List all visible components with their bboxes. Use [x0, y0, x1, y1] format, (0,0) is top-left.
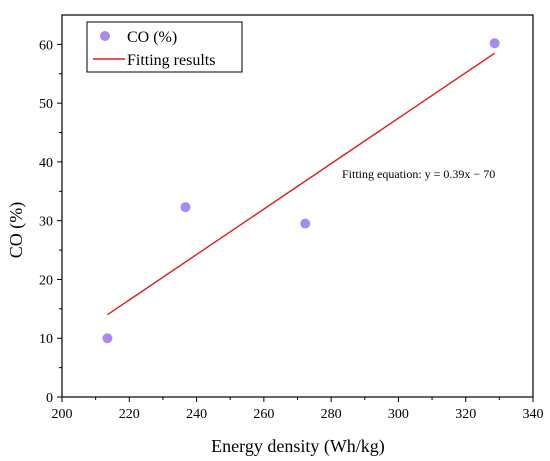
x-tick-label: 220 [119, 407, 140, 422]
ticks: 200 220 240 260 280 300 320 340 0 10 20 30 40 50 60 [39, 38, 544, 422]
x-tick-label: 300 [388, 407, 409, 422]
fitting-equation-annotation: Fitting equation: y = 0.39x − 70 [342, 167, 495, 181]
y-tick-label: 20 [39, 273, 53, 288]
x-tick-label: 320 [455, 407, 476, 422]
y-tick-label: 30 [39, 215, 53, 230]
legend-marker-co [100, 31, 110, 41]
legend-label-fit: Fitting results [127, 52, 215, 69]
x-tick-label: 240 [186, 407, 207, 422]
x-tick-label: 340 [523, 407, 544, 422]
legend-label-co: CO (%) [127, 29, 177, 46]
y-axis-title: CO (%) [6, 202, 27, 259]
x-tick-label: 280 [321, 407, 342, 422]
y-tick-label: 10 [39, 332, 53, 347]
x-tick-label: 200 [52, 407, 73, 422]
data-point [102, 333, 113, 344]
y-tick-label: 40 [39, 156, 53, 171]
data-point [489, 38, 500, 49]
y-tick-label: 0 [46, 391, 53, 406]
y-tick-label: 60 [39, 38, 53, 53]
x-tick-label: 260 [253, 407, 274, 422]
x-axis-title: Energy density (Wh/kg) [211, 436, 385, 457]
legend-box [86, 21, 243, 73]
data-point [300, 218, 311, 229]
data-point [180, 202, 191, 213]
series [102, 38, 500, 344]
legend: CO (%) Fitting results [86, 21, 243, 73]
fitting-line [107, 52, 496, 316]
y-tick-label: 50 [39, 97, 53, 112]
